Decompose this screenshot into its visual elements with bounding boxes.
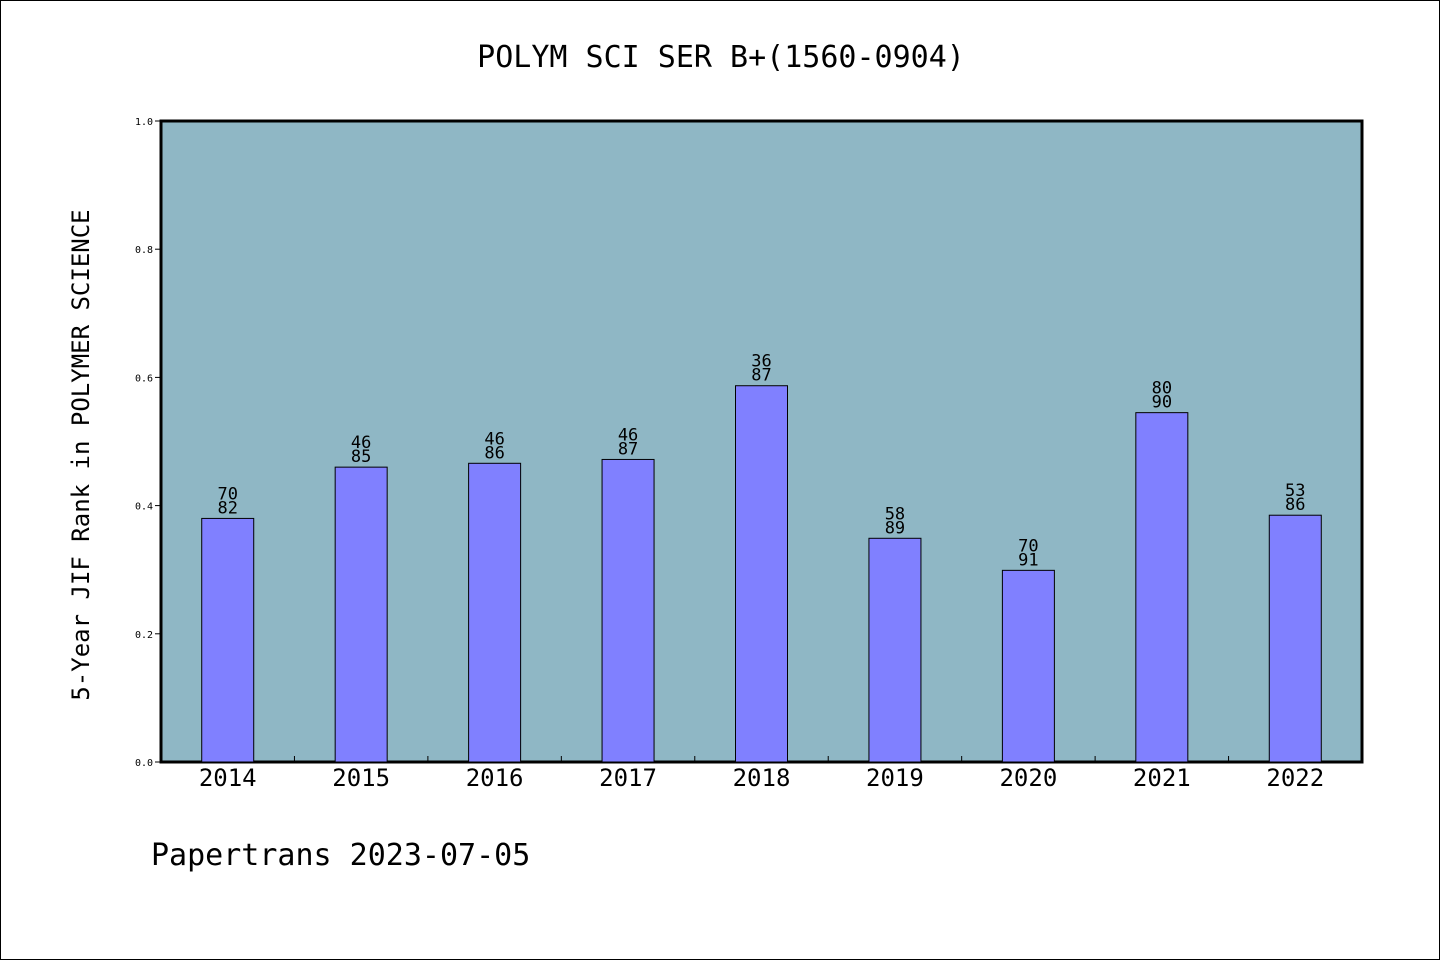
x-tick-label: 2020 bbox=[999, 764, 1057, 792]
y-axis-label: 5-Year JIF Rank in POLYMER SCIENCE bbox=[67, 209, 95, 700]
x-tick-label: 2016 bbox=[466, 764, 524, 792]
x-tick-label: 2021 bbox=[1133, 764, 1191, 792]
bar-total-label: 86 bbox=[1285, 495, 1305, 515]
x-tick-label: 2022 bbox=[1266, 764, 1324, 792]
bar-rank-label: 46 bbox=[351, 433, 371, 453]
footer-text: Papertrans 2023-07-05 bbox=[151, 838, 530, 873]
y-tick-label: 1.0 bbox=[135, 117, 153, 128]
bar-total-label: 86 bbox=[484, 443, 504, 463]
bar-rank-label: 53 bbox=[1285, 481, 1305, 501]
x-axis-ticks: 2014 2015 2016 2017 2018 2019 2020 2021 2022 bbox=[199, 756, 1324, 792]
bar-rank-label: 70 bbox=[217, 484, 237, 504]
x-tick-label: 2015 bbox=[332, 764, 390, 792]
bar bbox=[201, 517, 255, 763]
x-tick-label: 2014 bbox=[199, 764, 257, 792]
bar-rank-label: 80 bbox=[1152, 379, 1172, 399]
y-tick-label: 0.0 bbox=[135, 758, 153, 769]
bar-total-label: 91 bbox=[1018, 550, 1038, 570]
bar bbox=[1268, 514, 1322, 763]
bar-total-label: 90 bbox=[1152, 393, 1172, 413]
bar-rank-label: 58 bbox=[885, 504, 905, 524]
y-tick-label: 0.4 bbox=[135, 502, 153, 513]
y-axis-ticks: 0.0 0.2 0.4 0.6 0.8 1.0 bbox=[135, 117, 161, 769]
y-tick-label: 0.6 bbox=[135, 373, 153, 384]
bar bbox=[868, 537, 922, 763]
y-tick-label: 0.2 bbox=[135, 630, 153, 641]
x-tick-label: 2018 bbox=[733, 764, 791, 792]
bar bbox=[1135, 412, 1189, 763]
bar-rank-label: 46 bbox=[484, 429, 504, 449]
bar-total-label: 82 bbox=[217, 498, 237, 518]
bar bbox=[334, 466, 388, 763]
chart-title: POLYM SCI SER B+(1560-0904) bbox=[477, 40, 965, 75]
bar bbox=[735, 385, 788, 763]
y-tick-label: 0.8 bbox=[135, 245, 153, 256]
bar-total-label: 87 bbox=[751, 366, 771, 386]
bar-total-label: 89 bbox=[885, 518, 905, 538]
bar-rank-label: 36 bbox=[751, 352, 771, 372]
bar bbox=[601, 458, 655, 763]
bar-rank-label: 70 bbox=[1018, 536, 1038, 556]
x-tick-label: 2017 bbox=[599, 764, 657, 792]
x-tick-label: 2019 bbox=[866, 764, 924, 792]
bar bbox=[468, 462, 522, 763]
bar-total-label: 85 bbox=[351, 447, 371, 467]
bar bbox=[1001, 569, 1055, 763]
bar-rank-label: 46 bbox=[618, 425, 638, 445]
bar-total-label: 87 bbox=[618, 439, 638, 459]
